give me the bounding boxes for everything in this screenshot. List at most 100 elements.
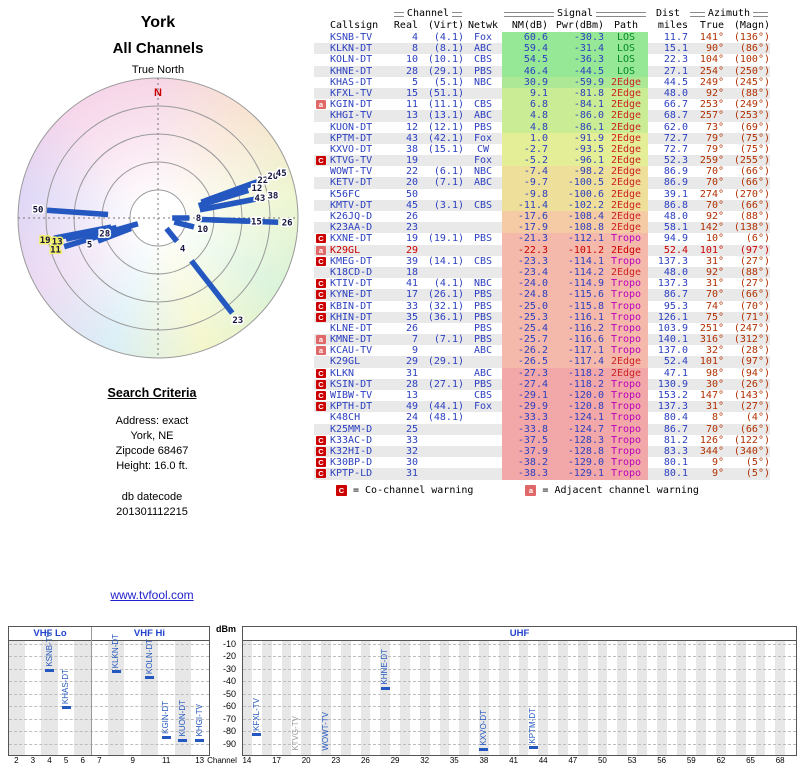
path-cell: LOS <box>604 65 648 77</box>
callsign-cell: KTVG-TV <box>330 155 392 167</box>
azimuth-magn-cell: (66°) <box>739 166 770 178</box>
power-cell: -86.1 <box>548 121 604 133</box>
distance-cell: 52.4 <box>648 244 688 256</box>
power-cell: -30.3 <box>548 32 604 44</box>
azimuth-true-cell: 10° <box>705 233 724 245</box>
radar-bar <box>189 259 235 315</box>
nm-cell: -29.9 <box>502 401 548 413</box>
network-cell <box>464 211 502 222</box>
radar-channel-label: 23 <box>232 316 243 326</box>
power-cell: -117.1 <box>548 345 604 357</box>
co-channel-warning-badge: C <box>316 446 326 456</box>
azimuth-true-cell: 254° <box>688 65 724 77</box>
gridline <box>243 718 796 720</box>
network-cell <box>464 412 502 423</box>
true-column-header: True <box>699 20 724 31</box>
station-label: KSNB-TV <box>44 632 54 667</box>
power-cell: -93.5 <box>548 143 604 156</box>
callsign-cell: K29GL <box>330 356 392 368</box>
station-bar <box>380 686 390 690</box>
network-cell: PBS <box>464 311 502 323</box>
azimuth-true-cell: 147° <box>699 390 724 401</box>
distance-cell: 48.0 <box>663 211 688 222</box>
table-row: C K33AC-D 33 -37.5 -128.3 Tropo 81.2 126° (122°) <box>314 434 796 446</box>
virtual-channel-cell <box>418 211 464 222</box>
azimuth-magn-cell: (66°) <box>724 423 770 435</box>
nm-cell: 6.8 <box>502 99 548 111</box>
azimuth-true-cell: 316° <box>688 334 724 346</box>
gridline <box>243 693 796 695</box>
virtual-channel-cell <box>418 435 464 446</box>
channel-tick-label: 3 <box>30 756 36 765</box>
adjacent-channel-warning-badge: a <box>316 335 326 345</box>
warning-badge: C <box>314 445 330 458</box>
radar-bar <box>53 224 112 241</box>
dbm-tick-label: -60 <box>222 701 236 711</box>
tvfool-link[interactable]: www.tvfool.com <box>110 588 194 602</box>
virtual-channel-cell: (4.1) <box>433 278 464 290</box>
warning-badge: C <box>314 256 330 267</box>
radar-channel-label: 10 <box>197 225 208 235</box>
power-cell: -116.2 <box>548 322 604 335</box>
table-row: KFXL-TV 15 (51.1) 9.1 -81.8 2Edge 48.0 92° (88°) <box>314 87 796 100</box>
network-cell: PBS <box>464 334 502 346</box>
power-cell: -115.6 <box>548 289 604 301</box>
channel-stripe <box>459 640 470 755</box>
callsign-cell: K33AC-D <box>330 434 373 446</box>
table-row: KSNB-TV 4 (4.1) Fox 60.6 -30.3 LOS 11.7 141° (136… <box>314 32 796 44</box>
callsign-cell: KGIN-DT <box>330 99 373 111</box>
distance-cell: 15.1 <box>648 43 688 55</box>
nm-cell: -5.2 <box>502 155 548 167</box>
real-channel-cell: 18 <box>392 266 418 279</box>
real-channel-cell: 22 <box>405 166 418 178</box>
power-cell: -81.8 <box>548 87 604 100</box>
azimuth-true-cell: 74° <box>705 300 724 312</box>
power-cell: -36.3 <box>548 54 604 66</box>
warning-badge: C <box>314 301 330 312</box>
channel-tick-label: 13 <box>195 756 205 765</box>
warning-badge <box>314 65 330 77</box>
path-cell: 2Edge <box>604 356 648 368</box>
path-cell: Tropo <box>604 390 648 402</box>
path-cell: 2Edge <box>604 155 648 167</box>
distance-cell: 72.7 <box>648 132 688 144</box>
network-cell: Fox <box>464 132 502 144</box>
virtual-channel-cell: (36.1) <box>418 311 464 323</box>
distance-cell: 80.1 <box>663 457 688 469</box>
nm-cell: -22.3 <box>502 244 548 256</box>
warning-badge: C <box>314 457 330 468</box>
gridline <box>243 643 796 645</box>
virtual-channel-cell: (5.1) <box>433 76 464 88</box>
station-bar <box>479 747 489 751</box>
distance-cell: 86.7 <box>648 289 688 301</box>
distance-cell: 86.9 <box>663 166 688 178</box>
network-cell <box>464 356 502 368</box>
azimuth-true-cell: 92° <box>688 87 724 100</box>
virtual-channel-cell <box>418 368 464 379</box>
network-cell <box>464 189 502 200</box>
path-cell: 2Edge <box>604 87 648 100</box>
distance-cell: 62.0 <box>663 121 688 133</box>
table-row: C KTIV-DT 41 (4.1) NBC -24.0 -114.9 Tropo 137.3 3… <box>314 278 796 290</box>
path-cell: Tropo <box>604 434 648 446</box>
path-cell: 2Edge <box>604 110 648 122</box>
virtual-channel-cell <box>418 155 464 167</box>
azimuth-magn-cell: (27°) <box>739 255 770 267</box>
magn-column-header: (Magn) <box>733 20 770 31</box>
table-group-header: Channel Signal Dist Azimuth <box>314 8 796 20</box>
radar-channel-label: 45 <box>276 169 287 179</box>
warning-badge <box>314 132 330 144</box>
channel-stripe <box>518 640 529 755</box>
station-label: KHNE-DT <box>380 649 390 685</box>
callsign-cell: KMEG-DT <box>330 255 373 267</box>
distance-cell: 48.0 <box>648 87 688 100</box>
real-channel-cell: 35 <box>392 311 418 323</box>
real-channel-cell: 49 <box>392 401 418 413</box>
path-cell: Tropo <box>604 345 648 357</box>
callsign-cell: KMNE-DT <box>330 334 392 346</box>
real-channel-cell: 29 <box>392 356 418 368</box>
co-channel-warning-badge: C <box>316 379 326 389</box>
nm-column-header: NM(dB) <box>511 20 548 31</box>
real-channel-cell: 10 <box>405 54 418 66</box>
